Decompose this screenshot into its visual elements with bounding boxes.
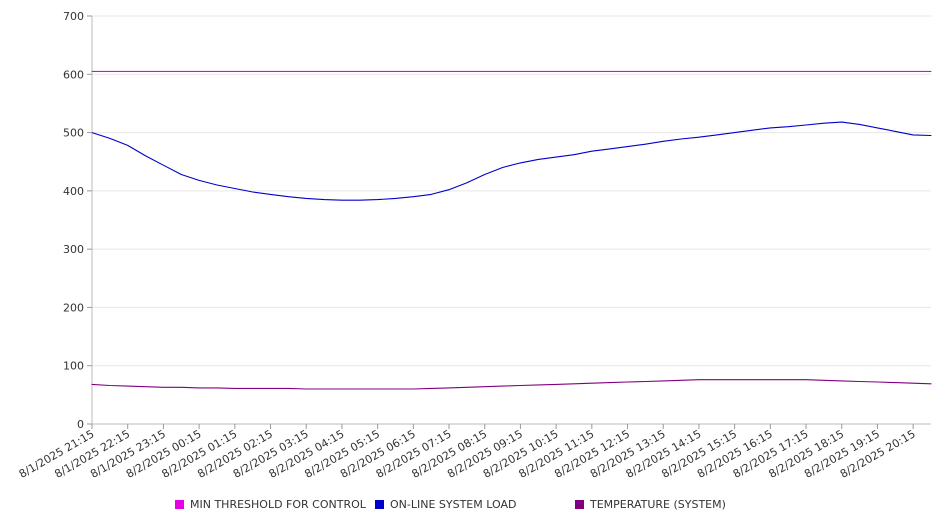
y-tick-label: 400 [63,185,84,198]
legend-swatch-temperature [575,500,584,509]
y-tick-label: 100 [63,360,84,373]
legend-swatch-min-threshold [175,500,184,509]
y-tick-label: 300 [63,243,84,256]
legend-item-temperature[interactable]: TEMPERATURE (SYSTEM) [575,498,726,511]
y-tick-label: 600 [63,68,84,81]
legend: MIN THRESHOLD FOR CONTROL ON-LINE SYSTEM… [0,498,946,518]
y-axis-ticks: 0 100 200 300 400 500 600 700 [63,10,92,431]
temperature-line [91,379,932,390]
x-axis-ticks: 8/1/2025 21:158/1/2025 22:158/1/2025 23:… [17,424,918,481]
legend-label-temperature: TEMPERATURE (SYSTEM) [590,498,726,511]
legend-item-min-threshold[interactable]: MIN THRESHOLD FOR CONTROL [175,498,366,511]
y-tick-label: 700 [63,10,84,23]
legend-label-min-threshold: MIN THRESHOLD FOR CONTROL [190,498,366,511]
line-chart: 0 100 200 300 400 500 600 700 8/1/2025 21:158/1… [17,10,932,481]
y-tick-label: 500 [63,127,84,140]
series-lines [91,70,932,390]
legend-label-system-load: ON-LINE SYSTEM LOAD [390,498,517,511]
legend-item-system-load[interactable]: ON-LINE SYSTEM LOAD [375,498,516,511]
y-tick-label: 200 [63,301,84,314]
axes [91,16,931,425]
gridlines [92,15,931,425]
legend-swatch-system-load [375,500,384,509]
y-tick-label: 0 [77,418,84,431]
system-load-line [91,121,932,201]
